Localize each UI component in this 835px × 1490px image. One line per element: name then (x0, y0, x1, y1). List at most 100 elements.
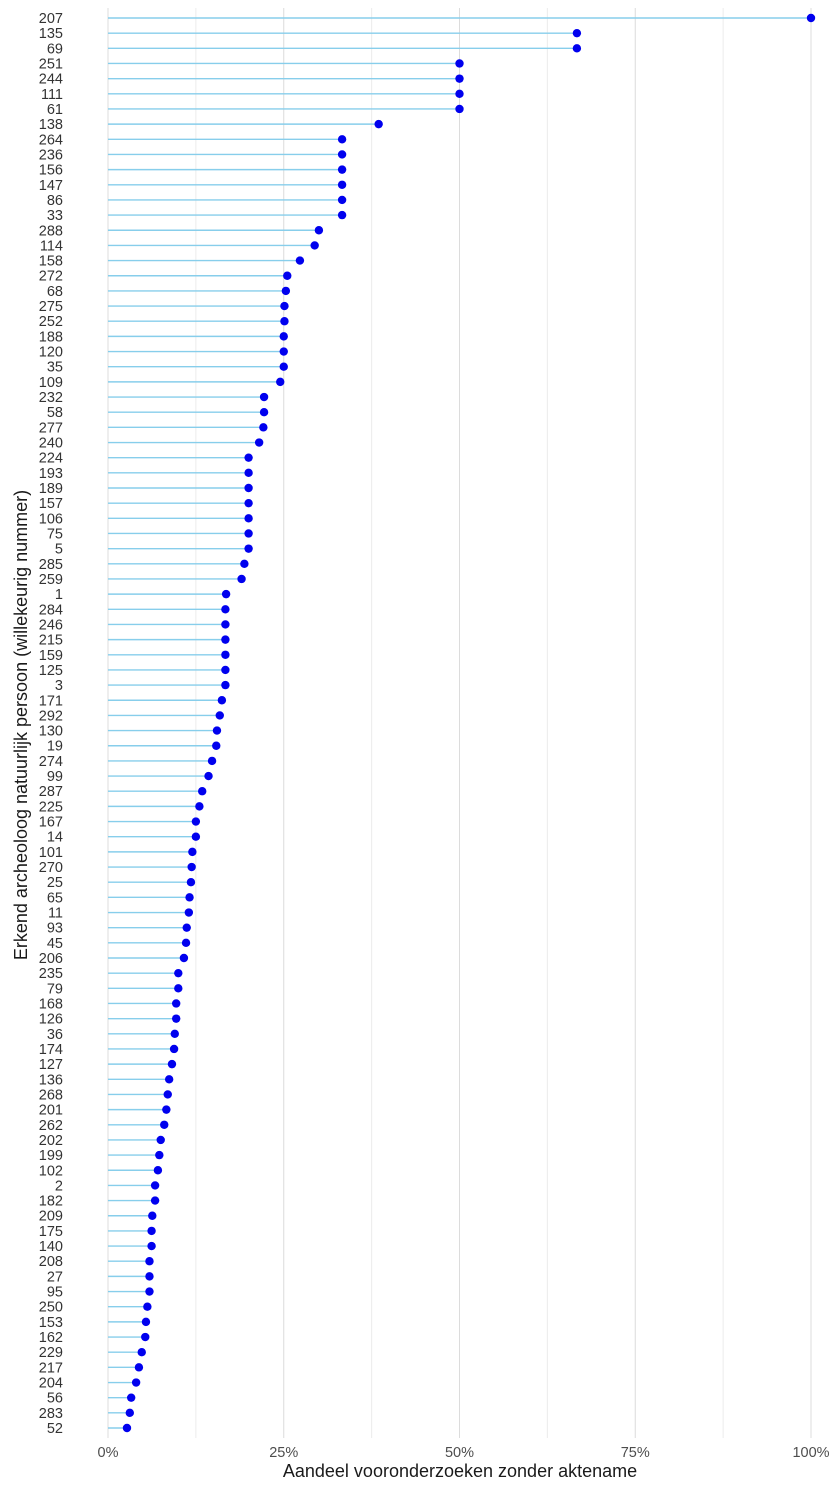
y-tick-label-157: 157 (39, 496, 63, 512)
point-93 (182, 923, 191, 932)
point-111 (455, 89, 464, 99)
y-tick-label-114: 114 (40, 238, 63, 254)
y-tick-label-225: 225 (39, 799, 63, 815)
point-199 (155, 1150, 164, 1160)
y-tick-label-79: 79 (47, 981, 63, 997)
point-225 (195, 802, 204, 811)
point-244 (455, 74, 464, 83)
y-tick-label-168: 168 (39, 996, 63, 1012)
point-189 (244, 483, 253, 493)
point-35 (279, 362, 288, 371)
point-135 (572, 28, 582, 38)
y-tick-label-5: 5 (55, 542, 63, 558)
point-1 (221, 589, 231, 599)
y-tick-label-292: 292 (39, 708, 63, 724)
y-tick-label-215: 215 (39, 633, 63, 649)
point-167 (191, 817, 201, 826)
x-axis-title: Aandeel vooronderzoeken zonder aktename (283, 1461, 637, 1481)
point-140 (147, 1241, 156, 1251)
y-tick-label-102: 102 (39, 1163, 63, 1179)
point-136 (164, 1075, 174, 1084)
y-tick-label-101: 101 (39, 845, 63, 861)
point-11 (184, 908, 194, 917)
point-224 (244, 453, 253, 462)
point-175 (147, 1226, 156, 1236)
point-36 (170, 1029, 179, 1039)
y-tick-label-208: 208 (39, 1254, 63, 1270)
y-tick-label-138: 138 (39, 117, 63, 133)
y-tick-label-206: 206 (39, 951, 63, 967)
point-127 (167, 1059, 177, 1069)
y-tick-label-106: 106 (39, 511, 63, 527)
x-tick-label: 50% (445, 1445, 474, 1461)
y-tick-label-45: 45 (47, 936, 63, 952)
point-27 (145, 1272, 154, 1281)
point-33 (337, 210, 347, 220)
y-tick-label-246: 246 (39, 617, 63, 633)
point-138 (374, 119, 383, 129)
point-272 (283, 271, 292, 280)
y-tick-label-167: 167 (39, 815, 63, 831)
point-120 (279, 347, 288, 356)
y-tick-label-162: 162 (39, 1330, 63, 1346)
point-130 (212, 726, 222, 735)
y-tick-label-33: 33 (47, 208, 63, 224)
point-153 (141, 1317, 151, 1327)
y-tick-label-201: 201 (39, 1103, 63, 1119)
y-tick-label-136: 136 (39, 1072, 63, 1088)
point-209 (148, 1211, 157, 1220)
grid-layer (107, 8, 812, 1438)
x-tick-label: 75% (621, 1445, 650, 1461)
y-tick-label-68: 68 (47, 284, 63, 300)
y-tick-label-188: 188 (39, 329, 63, 345)
x-tick-labels: 0% 25% 50% 75% 100% (98, 1445, 830, 1461)
y-tick-label-199: 199 (39, 1148, 63, 1164)
y-tick-label-135: 135 (39, 26, 63, 42)
y-tick-label-232: 232 (39, 390, 63, 406)
point-layer (122, 13, 816, 1433)
point-101 (188, 847, 197, 857)
y-tick-label-275: 275 (39, 299, 63, 315)
point-52 (122, 1423, 132, 1433)
point-201 (162, 1105, 171, 1114)
point-284 (221, 605, 230, 614)
y-tick-label-120: 120 (39, 345, 63, 361)
point-58 (259, 407, 269, 417)
y-tick-label-209: 209 (39, 1209, 63, 1225)
y-tick-label-224: 224 (39, 451, 63, 467)
y-tick-label-236: 236 (39, 147, 63, 163)
point-14 (191, 832, 201, 841)
y-tick-label-259: 259 (39, 572, 63, 588)
y-tick-label-58: 58 (47, 405, 63, 421)
point-79 (174, 984, 183, 993)
point-162 (141, 1332, 150, 1342)
y-axis-title: Erkend archeoloog natuurlijk persoon (wi… (11, 490, 31, 960)
y-tick-label-235: 235 (39, 966, 63, 982)
point-287 (198, 787, 207, 796)
point-157 (244, 498, 253, 508)
point-159 (221, 650, 230, 659)
y-tick-label-174: 174 (39, 1042, 63, 1058)
point-217 (134, 1363, 144, 1372)
point-68 (281, 286, 291, 296)
point-125 (221, 665, 230, 675)
y-tick-label-202: 202 (39, 1133, 63, 1149)
point-202 (156, 1135, 165, 1145)
point-25 (186, 877, 196, 887)
point-193 (244, 468, 253, 478)
point-188 (279, 332, 288, 341)
y-tick-label-19: 19 (47, 739, 63, 755)
y-tick-label-287: 287 (39, 784, 63, 800)
y-tick-label-2: 2 (55, 1178, 63, 1194)
point-250 (143, 1302, 152, 1311)
point-61 (455, 104, 464, 114)
y-tick-label-272: 272 (39, 269, 63, 285)
point-207 (806, 13, 816, 23)
y-tick-label-111: 111 (41, 87, 63, 103)
y-tick-label-75: 75 (47, 526, 63, 542)
point-19 (212, 741, 221, 750)
point-264 (337, 135, 347, 144)
y-tick-label-288: 288 (39, 223, 63, 239)
y-tick-label-251: 251 (39, 56, 63, 72)
